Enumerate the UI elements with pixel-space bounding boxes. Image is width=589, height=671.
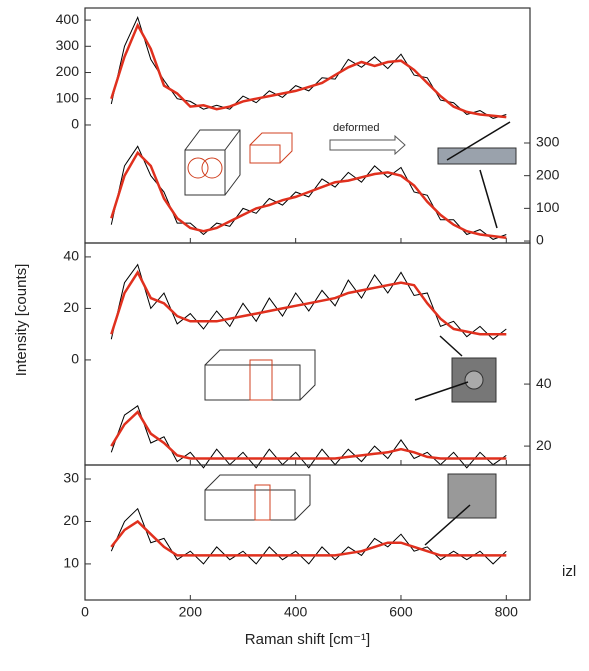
y2-tick-label: 300 (536, 134, 560, 150)
spectrum-line (111, 25, 506, 117)
x-tick-label: 200 (179, 604, 203, 620)
x-tick-label: 600 (389, 604, 413, 620)
chart: 01002003004000100200300deformed020402040… (0, 0, 589, 666)
y-tick-label: 10 (63, 555, 79, 571)
y-tick-label: 300 (56, 37, 80, 53)
y2-tick-label: 200 (536, 166, 560, 182)
panel-frame (85, 243, 530, 465)
y-tick-label: 200 (56, 63, 80, 79)
y2-tick-label: 40 (536, 375, 552, 391)
spectrum-line (111, 265, 506, 340)
spectrum-line (111, 17, 506, 118)
spectrum-line (111, 412, 506, 459)
x-axis-label: Raman shift [cm⁻¹] (245, 631, 370, 648)
y-tick-label: 30 (63, 470, 79, 486)
y-tick-label: 0 (71, 351, 79, 367)
annotation: izl (562, 563, 576, 580)
y-tick-label: 20 (63, 299, 79, 315)
y2-tick-label: 20 (536, 437, 552, 453)
y-axis-label: Intensity [counts] (13, 264, 30, 377)
x-tick-label: 800 (495, 604, 519, 620)
spectrum-line (111, 153, 506, 238)
y-tick-label: 0 (71, 116, 79, 132)
y-tick-label: 100 (56, 89, 80, 105)
annotation: deformed (333, 122, 379, 134)
y2-tick-label: 0 (536, 232, 544, 248)
inset-drawings (185, 122, 516, 545)
panel-frame (85, 8, 530, 243)
x-tick-label: 400 (284, 604, 308, 620)
x-tick-label: 0 (81, 604, 89, 620)
y-tick-label: 40 (63, 248, 79, 264)
y-tick-label: 400 (56, 11, 80, 27)
spectrum-line (111, 272, 506, 334)
spectrum-line (111, 522, 506, 556)
y-tick-label: 20 (63, 512, 79, 528)
y2-tick-label: 100 (536, 199, 560, 215)
